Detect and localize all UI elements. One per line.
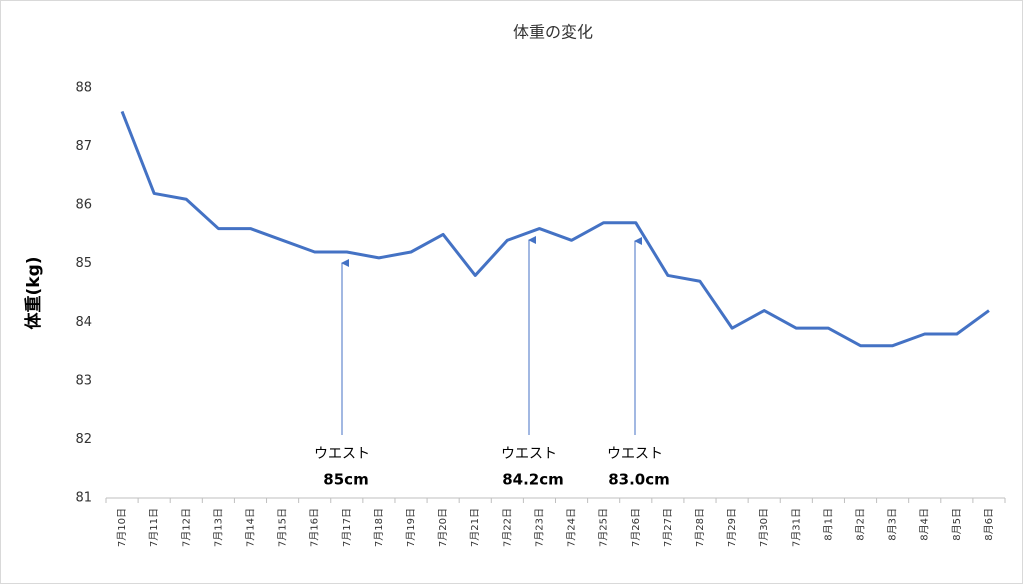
x-tick-label: 7月13日 — [212, 508, 224, 547]
x-tick-label: 7月22日 — [501, 508, 513, 547]
y-tick-label: 87 — [75, 139, 92, 154]
x-tick-label: 7月14日 — [244, 508, 256, 547]
x-tick-label: 7月15日 — [277, 508, 289, 547]
annotation-value: 85cm — [323, 471, 368, 489]
annotation-value: 84.2cm — [502, 471, 564, 489]
x-tick-label: 7月17日 — [341, 508, 353, 547]
x-tick-label: 8月3日 — [887, 508, 899, 541]
x-tick-label: 7月20日 — [437, 508, 449, 547]
y-tick-label: 82 — [75, 432, 92, 447]
y-tick-label: 81 — [75, 491, 92, 506]
annotation-text: ウエスト — [607, 446, 663, 462]
x-tick-label: 8月6日 — [983, 508, 995, 541]
x-tick-label: 7月11日 — [148, 508, 160, 547]
x-tick-label: 8月4日 — [919, 508, 931, 541]
y-axis-label: 体重(kg) — [23, 256, 44, 329]
annotation-text: ウエスト — [501, 446, 557, 462]
x-tick-label: 8月1日 — [822, 508, 834, 541]
line-series — [120, 110, 990, 348]
x-tick-label: 7月23日 — [533, 508, 545, 547]
y-tick-label: 83 — [75, 373, 92, 388]
x-tick-label: 7月26日 — [630, 508, 642, 547]
x-tick-label: 7月19日 — [405, 508, 417, 547]
x-tick-label: 7月28日 — [694, 508, 706, 547]
x-tick-label: 7月31日 — [790, 508, 802, 547]
y-tick-label: 88 — [75, 81, 92, 96]
y-tick-label: 86 — [75, 198, 92, 213]
chart-title: 体重の変化 — [513, 23, 593, 42]
annotation-text: ウエスト — [314, 446, 370, 462]
x-tick-label: 7月18日 — [373, 508, 385, 547]
x-tick-label: 7月12日 — [180, 508, 192, 547]
x-tick-label: 7月30日 — [758, 508, 770, 547]
x-tick-label: 8月2日 — [855, 508, 867, 541]
x-tick-label: 7月10日 — [116, 508, 128, 547]
x-tick-label: 7月25日 — [598, 508, 610, 547]
y-tick-label: 84 — [75, 315, 92, 330]
x-tick-label: 7月16日 — [309, 508, 321, 547]
annotation-value: 83.0cm — [608, 471, 670, 489]
x-tick-label: 7月24日 — [566, 508, 578, 547]
y-tick-label: 85 — [75, 256, 92, 271]
x-tick-label: 7月27日 — [662, 508, 674, 547]
x-tick-label: 7月29日 — [726, 508, 738, 547]
x-tick-label: 7月21日 — [469, 508, 481, 547]
x-tick-label: 8月5日 — [951, 508, 963, 541]
